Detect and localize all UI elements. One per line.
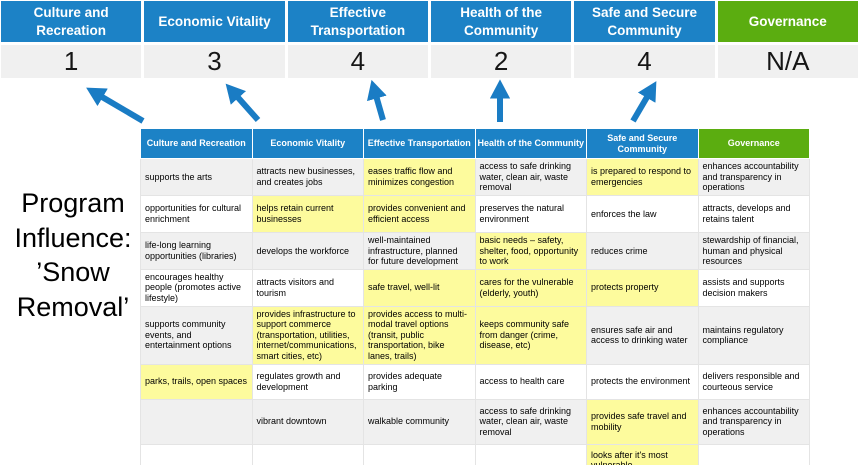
matrix-row: opportunities for cultural enrichment hel… [140,195,810,233]
matrix-header-culture-recreation: Culture and Recreation [140,128,253,159]
matrix-cell: access to health care [474,363,587,400]
matrix-cell-highlighted: is prepared to respond to emergencies [586,158,699,196]
matrix-cell-highlighted: provides safe travel and mobility [586,398,699,445]
matrix-cell-highlighted: keeps community safe from danger (crime,… [474,305,587,365]
matrix-cell-highlighted: provides infrastructure to support comme… [251,305,364,365]
matrix-cell: attracts new businesses, and creates job… [251,158,364,196]
matrix-cell: provides adequate parking [363,363,476,400]
summary-header-health-community: Health of the Community [430,1,572,42]
summary-score-culture-recreation: 1 [1,45,142,78]
matrix-cell [697,443,810,465]
matrix-cell-highlighted: provides convenient and efficient access [363,195,476,233]
matrix-cell: attracts, develops and retains talent [697,195,810,233]
matrix-cell [251,443,364,465]
matrix-cell: develops the workforce [251,232,364,270]
arrow-effective-transportation-icon [367,79,387,121]
summary-header-safe-secure: Safe and Secure Community [574,1,715,42]
summary-col-economic-vitality: Economic Vitality 3 [144,1,285,78]
matrix-cell [140,443,253,465]
summary-col-effective-transportation: Effective Transportation 4 [287,1,428,78]
summary-col-health-community: Health of the Community 2 [430,1,572,78]
matrix-row: supports the arts attracts new businesses… [140,158,810,196]
summary-score-economic-vitality: 3 [144,45,285,78]
matrix-cell: stewardship of financial, human and phys… [697,232,810,270]
matrix-cell: life-long learning opportunities (librar… [140,232,253,270]
matrix-cell-highlighted: safe travel, well-lit [363,268,476,307]
matrix-cell: walkable community [363,398,476,445]
matrix-header-effective-transportation: Effective Transportation [363,128,476,159]
matrix-cell: enhances accountability and transparency… [697,398,810,445]
matrix-row: life-long learning opportunities (librar… [140,232,810,270]
summary-header-effective-transportation: Effective Transportation [287,1,428,42]
summary-score-health-community: 2 [430,45,572,78]
arrow-safe-secure-icon [630,81,657,123]
matrix-header-economic-vitality: Economic Vitality [251,128,364,159]
summary-scorecard: Culture and Recreation 1 Economic Vitali… [1,1,858,78]
matrix-header-row: Culture and Recreation Economic Vitality… [140,128,810,159]
matrix-header-governance: Governance [697,128,810,159]
matrix-row: parks, trails, open spaces regulates grow… [140,363,810,400]
matrix-cell: access to safe drinking water, clean air… [474,158,587,196]
matrix-header-health-community: Health of the Community [474,128,587,159]
matrix-cell-highlighted: provides access to multi-modal travel op… [363,305,476,365]
matrix-cell: attracts visitors and tourism [251,268,364,307]
matrix-cell: well-maintained infrastructure, planned … [363,232,476,270]
summary-col-culture-recreation: Culture and Recreation 1 [1,1,142,78]
matrix-cell: delivers responsible and courteous servi… [697,363,810,400]
matrix-cell: enhances accountability and transparency… [697,158,810,196]
matrix-cell: vibrant downtown [251,398,364,445]
matrix-cell-highlighted: parks, trails, open spaces [140,363,253,400]
summary-score-effective-transportation: 4 [287,45,428,78]
matrix-cell: access to safe drinking water, clean air… [474,398,587,445]
matrix-row: looks after it's most vulnerable [140,443,810,465]
matrix-row: supports community events, and entertain… [140,305,810,365]
summary-score-governance: N/A [717,45,858,78]
matrix-cell: opportunities for cultural enrichment [140,195,253,233]
priority-matrix-table: Culture and Recreation Economic Vitality… [140,128,810,465]
matrix-cell-highlighted: cares for the vulnerable (elderly, youth… [474,268,587,307]
summary-header-governance: Governance [717,1,858,42]
matrix-cell [140,398,253,445]
matrix-cell-highlighted: protects property [586,268,699,307]
program-influence-title: Program Influence: ’Snow Removal’ [14,188,132,322]
matrix-cell: enforces the law [586,195,699,233]
matrix-cell [363,443,476,465]
matrix-cell: assists and supports decision makers [697,268,810,307]
matrix-cell [474,443,587,465]
matrix-cell: regulates growth and development [251,363,364,400]
matrix-cell: supports the arts [140,158,253,196]
matrix-cell: reduces crime [586,232,699,270]
matrix-cell-highlighted: looks after it's most vulnerable [586,443,699,465]
matrix-row: encourages healthy people (promotes acti… [140,268,810,307]
matrix-cell: ensures safe air and access to drinking … [586,305,699,365]
matrix-cell: supports community events, and entertain… [140,305,253,365]
matrix-cell: encourages healthy people (promotes acti… [140,268,253,307]
summary-col-governance: Governance N/A [717,1,858,78]
matrix-cell-highlighted: helps retain current businesses [251,195,364,233]
matrix-cell-highlighted: basic needs – safety, shelter, food, opp… [474,232,587,270]
matrix-header-safe-secure: Safe and Secure Community [586,128,699,159]
summary-header-economic-vitality: Economic Vitality [144,1,285,42]
summary-header-culture-recreation: Culture and Recreation [1,1,142,42]
matrix-row: vibrant downtown walkable community access… [140,398,810,445]
matrix-cell: preserves the natural environment [474,195,587,233]
matrix-cell-highlighted: eases traffic flow and minimizes congest… [363,158,476,196]
summary-score-safe-secure: 4 [574,45,715,78]
arrow-culture-recreation-icon [86,87,145,124]
summary-col-safe-secure: Safe and Secure Community 4 [574,1,715,78]
matrix-cell: maintains regulatory compliance [697,305,810,365]
arrow-economic-vitality-icon [225,83,261,122]
matrix-cell: protects the environment [586,363,699,400]
